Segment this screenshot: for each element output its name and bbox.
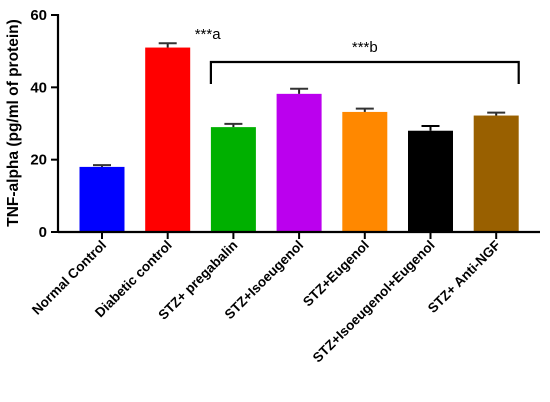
y-tick-label: 40 [30, 79, 47, 96]
y-axis-ticks: 0 20 40 60 [30, 7, 58, 241]
error-bar-5 [355, 107, 374, 112]
error-bar-4 [290, 87, 309, 94]
y-tick-label: 60 [30, 7, 47, 24]
bar-3 [210, 127, 256, 232]
bar-4 [276, 93, 322, 233]
bars [79, 47, 519, 233]
bar-1 [79, 166, 125, 232]
x-tick-label: STZ+ Anti-NGF [425, 238, 503, 316]
bar-2 [145, 47, 191, 232]
error-bar-1 [93, 164, 111, 167]
bar-5 [342, 111, 388, 232]
annotation-b: ***b [352, 39, 378, 56]
error-bar-2 [158, 42, 177, 48]
error-bar-3 [224, 122, 243, 128]
error-bars [93, 42, 506, 167]
error-bar-7 [487, 111, 506, 116]
x-axis-ticks [101, 232, 498, 239]
x-tick-label: STZ+Eugenol [300, 238, 372, 310]
x-tick-label: STZ+Isoeugenol+Eugenol [310, 238, 438, 366]
y-tick-label: 20 [30, 152, 47, 169]
y-tick-label: 0 [39, 224, 47, 241]
significance-bracket [209, 60, 520, 85]
y-axis-label: TNF-alpha (pg/ml of protein) [5, 19, 22, 227]
annotation-a: ***a [195, 26, 222, 43]
annotations: ***a ***b [195, 26, 520, 85]
bar-7 [473, 115, 519, 232]
bar-6 [408, 130, 453, 232]
error-bar-6 [421, 125, 440, 131]
